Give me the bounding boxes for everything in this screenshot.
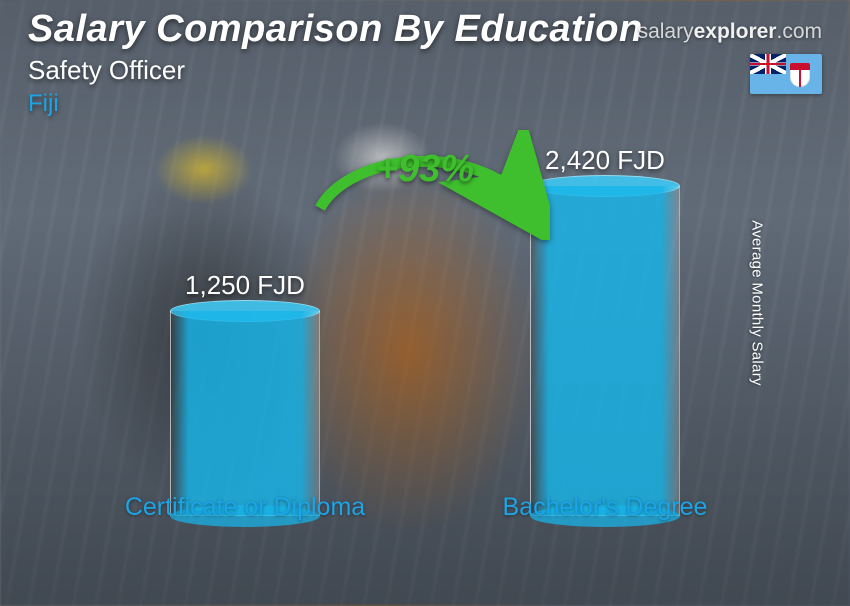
bar-value-0: 1,250 FJD xyxy=(130,270,360,301)
bar-category-1: Bachelor's Degree xyxy=(455,493,755,522)
bar-front-face xyxy=(530,186,680,516)
watermark-bold: explorer xyxy=(694,20,777,43)
country-flag-fiji xyxy=(750,54,822,94)
bar-front-face xyxy=(170,311,320,516)
country-label: Fiji xyxy=(28,90,822,118)
y-axis-label: Average Monthly Salary xyxy=(749,220,766,386)
percent-increase-badge: +93% xyxy=(376,148,474,191)
watermark-prefix: salary xyxy=(638,20,694,43)
infographic-canvas: Salary Comparison By Education Safety Of… xyxy=(0,0,850,606)
bar-group-0: 1,250 FJD Certificate or Diploma xyxy=(130,270,360,516)
bar-category-0: Certificate or Diploma xyxy=(95,493,395,522)
bar-0 xyxy=(170,311,320,516)
watermark-suffix: .com xyxy=(776,20,822,43)
bar-1 xyxy=(530,186,680,516)
flag-shield xyxy=(790,63,810,87)
job-title: Safety Officer xyxy=(28,55,822,86)
flag-union-jack xyxy=(750,54,786,74)
site-watermark: salaryexplorer.com xyxy=(638,20,822,44)
